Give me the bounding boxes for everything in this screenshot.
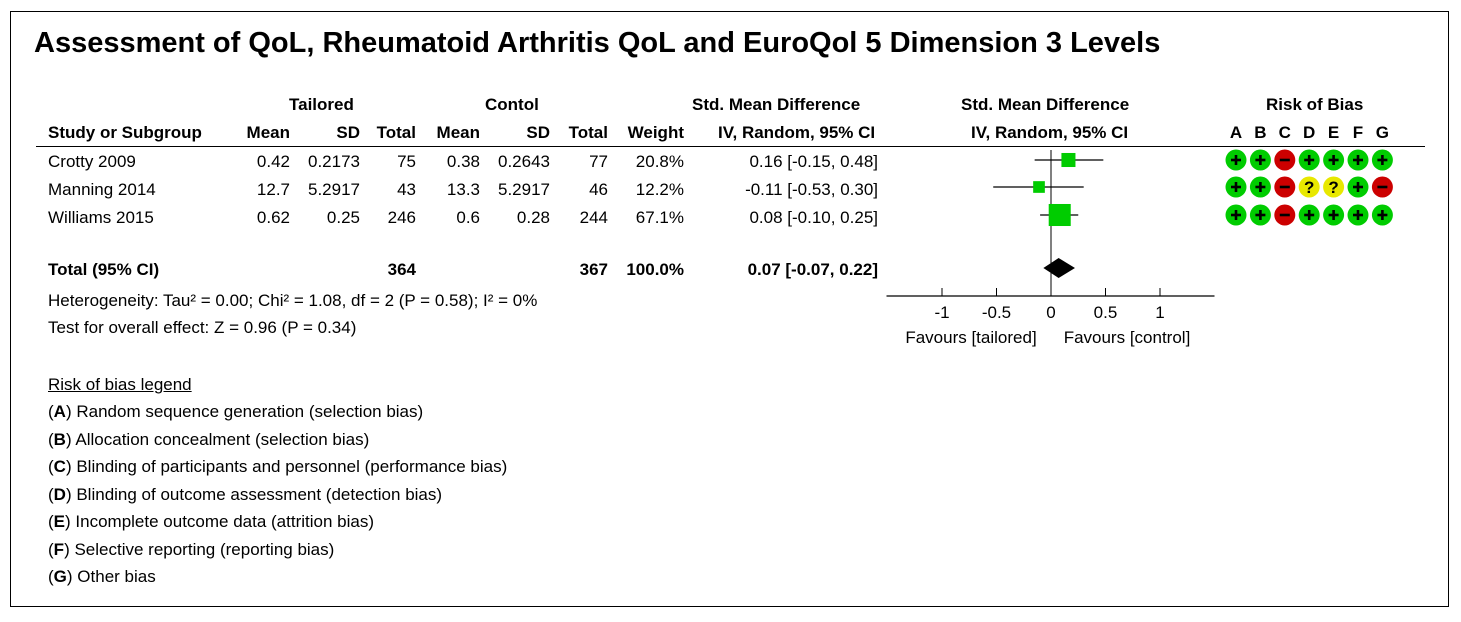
favours-left-label: Favours [tailored]	[905, 328, 1036, 347]
rob-column-letter: C	[1279, 123, 1291, 142]
study-ci: -0.11 [-0.53, 0.30]	[745, 180, 878, 199]
rob-legend-letter: B	[53, 429, 66, 449]
control-total: 244	[579, 208, 608, 227]
weight: 20.8%	[635, 152, 684, 171]
point-estimate	[1061, 152, 1076, 168]
method-header: IV, Random, 95% CI	[718, 123, 876, 142]
tailored-sd-header: SD	[336, 123, 360, 142]
rob-legend-text: Blinding of participants and personnel (…	[76, 457, 508, 476]
x-tick-label: 0	[1046, 303, 1055, 322]
rob-legend-letter: D	[53, 484, 66, 504]
control-mean: 0.6	[456, 208, 480, 227]
rob-legend-title: Risk of bias legend	[48, 375, 192, 394]
control-total: 77	[589, 152, 608, 171]
control-group-header: Contol	[485, 95, 539, 114]
point-estimate	[1048, 203, 1071, 227]
weight-header: Weight	[627, 123, 684, 142]
point-estimate	[1033, 181, 1045, 193]
favours-right-label: Favours [control]	[1064, 328, 1191, 347]
rob-question-icon: ?	[1328, 178, 1338, 197]
smd-plot-header: Std. Mean Difference	[961, 95, 1130, 114]
rob-legend-item: (D) Blinding of outcome assessment (dete…	[48, 484, 443, 504]
rob-legend-item: (C) Blinding of participants and personn…	[48, 457, 508, 476]
total-control-n: 367	[579, 260, 608, 279]
study-ci: 0.08 [-0.10, 0.25]	[749, 208, 878, 227]
study-name: Williams 2015	[48, 208, 154, 227]
tailored-sd: 0.25	[326, 208, 360, 227]
study-column-header: Study or Subgroup	[48, 123, 202, 142]
rob-column-letter: E	[1328, 123, 1339, 142]
tailored-sd: 5.2917	[308, 180, 360, 199]
rob-column-letter: D	[1303, 123, 1315, 142]
figure-title: Assessment of QoL, Rheumatoid Arthritis …	[34, 27, 1161, 59]
rob-column-letter: B	[1254, 123, 1266, 142]
study-ci: 0.16 [-0.15, 0.48]	[749, 152, 878, 171]
rob-question-icon: ?	[1304, 178, 1314, 197]
tailored-total: 75	[397, 152, 416, 171]
control-sd: 5.2917	[498, 180, 550, 199]
smd-header: Std. Mean Difference	[692, 95, 861, 114]
tailored-total: 246	[387, 208, 416, 227]
rob-legend-item: (F) Selective reporting (reporting bias)	[48, 539, 335, 559]
x-tick-label: 1	[1155, 303, 1164, 322]
rob-legend-item: (G) Other bias	[48, 567, 156, 586]
control-sd: 0.2643	[498, 152, 550, 171]
rob-legend-text: Other bias	[77, 567, 156, 586]
rob-legend-item: (B) Allocation concealment (selection bi…	[48, 429, 370, 449]
weight: 67.1%	[635, 208, 684, 227]
rob-legend-letter: E	[53, 512, 66, 531]
study-name: Manning 2014	[48, 180, 156, 199]
rob-legend-letter: C	[53, 457, 66, 476]
x-tick-label: 0.5	[1094, 303, 1118, 322]
rob-legend-letter: G	[53, 567, 67, 586]
rob-header: Risk of Bias	[1266, 95, 1364, 114]
rob-column-letter: G	[1376, 123, 1389, 142]
rob-column-letter: F	[1353, 123, 1363, 142]
heterogeneity-text: Heterogeneity: Tau² = 0.00; Chi² = 1.08,…	[48, 291, 538, 310]
control-sd-header: SD	[526, 123, 550, 142]
total-label: Total (95% CI)	[48, 260, 160, 279]
total-weight: 100.0%	[626, 260, 684, 279]
rob-legend-item: (A) Random sequence generation (selectio…	[48, 402, 424, 421]
rob-legend-text: Random sequence generation (selection bi…	[76, 402, 424, 421]
tailored-total-header: Total	[376, 123, 416, 142]
pooled-diamond	[1043, 258, 1075, 278]
tailored-mean: 0.62	[256, 208, 290, 227]
rob-judgement	[1323, 176, 1345, 198]
control-mean: 0.38	[446, 152, 480, 171]
tailored-mean-header: Mean	[246, 123, 290, 142]
control-sd: 0.28	[516, 208, 550, 227]
rob-legend-item: (E) Incomplete outcome data (attrition b…	[48, 512, 375, 531]
control-mean-header: Mean	[436, 123, 480, 142]
rob-legend-text: Selective reporting (reporting bias)	[74, 539, 335, 559]
tailored-total: 43	[397, 180, 416, 199]
total-ci: 0.07 [-0.07, 0.22]	[747, 260, 878, 279]
rob-legend-text: Incomplete outcome data (attrition bias)	[75, 512, 375, 531]
rob-legend-text: Blinding of outcome assessment (detectio…	[76, 484, 443, 504]
weight: 12.2%	[635, 180, 684, 199]
tailored-sd: 0.2173	[308, 152, 360, 171]
tailored-mean: 0.42	[256, 152, 290, 171]
total-tailored-n: 364	[387, 260, 416, 279]
header-rule	[36, 146, 1425, 147]
rob-column-letter: A	[1230, 123, 1242, 142]
rob-legend-letter: A	[53, 402, 66, 421]
study-name: Crotty 2009	[48, 152, 136, 171]
overall-effect-text: Test for overall effect: Z = 0.96 (P = 0…	[48, 318, 357, 337]
control-total: 46	[589, 180, 608, 199]
figure-frame	[10, 11, 1449, 607]
rob-judgement	[1298, 176, 1320, 198]
control-mean: 13.3	[446, 180, 480, 199]
control-total-header: Total	[568, 123, 608, 142]
tailored-mean: 12.7	[256, 180, 290, 199]
x-tick-label: -0.5	[982, 303, 1011, 322]
x-tick-label: -1	[934, 303, 949, 322]
method-plot-header: IV, Random, 95% CI	[971, 123, 1129, 142]
rob-legend-letter: F	[53, 539, 65, 559]
rob-legend-text: Allocation concealment (selection bias)	[75, 429, 370, 449]
tailored-group-header: Tailored	[289, 95, 354, 114]
